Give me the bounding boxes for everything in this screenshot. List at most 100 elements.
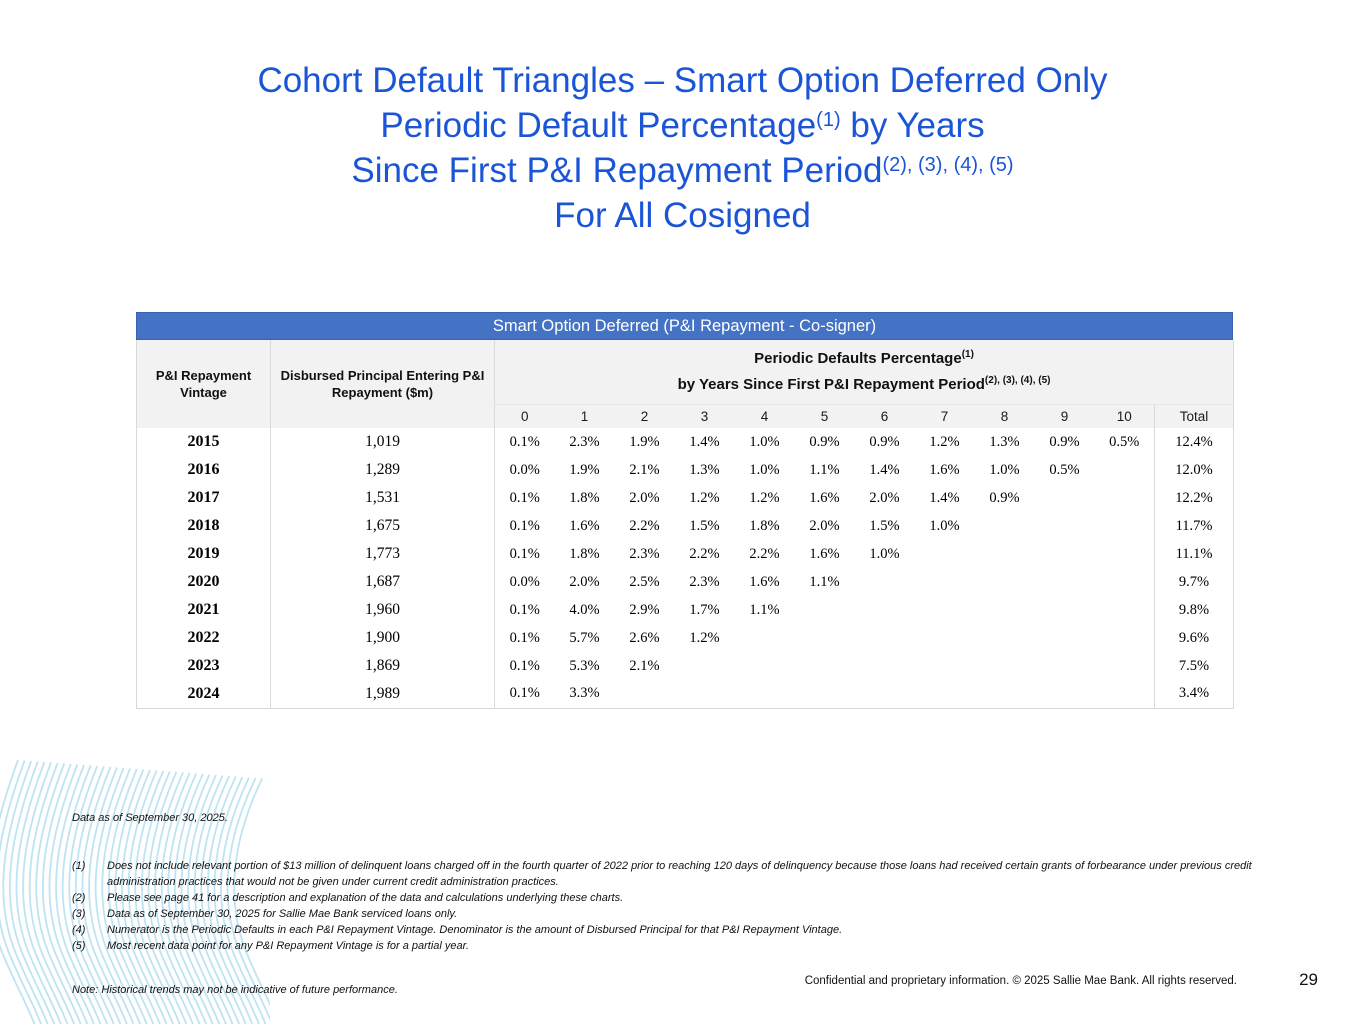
disbursed-cell: 1,773 [270,540,495,568]
table-row: 2023 1,869 0.1% 5.3% 2.1% 7.5% [136,652,1234,680]
default-pct-cell: 2.0% [554,568,615,596]
default-pct-cell: 1.2% [734,484,795,512]
default-pct-cell [1094,680,1155,708]
table-row: 2017 1,531 0.1% 1.8% 2.0% 1.2% 1.2% 1.6% 2.0% 1.4… [136,484,1234,512]
vintage-cell: 2019 [136,540,271,568]
footnote-text: Data as of September 30, 2025 for Sallie… [107,908,458,920]
default-pct-cell: 0.9% [974,484,1035,512]
year-column-header: 8 [974,403,1035,428]
confidentiality-statement: Confidential and proprietary information… [804,975,1237,987]
column-group-header: Periodic Defaults Percentage(1) by Years… [493,340,1234,404]
year-column-header: 6 [854,403,915,428]
default-pct-cell [854,596,915,624]
default-pct-cell: 2.3% [614,540,675,568]
default-pct-cell [1034,512,1095,540]
column-header-disbursed: Disbursed Principal Entering P&I Repayme… [270,340,495,428]
default-pct-cell: 0.9% [1034,428,1095,456]
default-pct-cell [974,596,1035,624]
default-pct-cell [674,652,735,680]
total-cell: 9.6% [1153,624,1234,652]
default-pct-cell: 0.5% [1094,428,1155,456]
footnote-text: Numerator is the Periodic Defaults in ea… [107,924,843,936]
footnote-text: Most recent data point for any P&I Repay… [107,940,469,952]
footnote-item: (4) Numerator is the Periodic Defaults in… [72,922,1304,938]
vintage-cell: 2023 [136,652,271,680]
default-pct-cell [1034,624,1095,652]
year-column-header: 2 [614,403,675,428]
default-pct-cell: 0.1% [494,512,555,540]
default-pct-cell [734,624,795,652]
default-pct-cell [974,540,1035,568]
total-cell: 11.7% [1153,512,1234,540]
default-pct-cell [1094,652,1155,680]
footnote-ref-superscript: (1) [961,349,974,361]
title-line-4: For All Cosigned [554,196,811,235]
default-pct-cell: 1.6% [794,540,855,568]
year-column-header: 9 [1034,403,1095,428]
default-pct-cell [1094,540,1155,568]
default-pct-cell: 1.4% [674,428,735,456]
default-pct-cell [1034,540,1095,568]
vintage-cell: 2017 [136,484,271,512]
total-cell: 12.0% [1153,456,1234,484]
default-pct-cell: 1.0% [854,540,915,568]
default-pct-cell [794,624,855,652]
default-pct-cell: 1.0% [734,428,795,456]
table-row: 2021 1,960 0.1% 4.0% 2.9% 1.7% 1.1% 9.8% [136,596,1234,624]
footnote-number: (1) [72,860,86,872]
footnote-ref-superscript: (2), (3), (4), (5) [882,154,1014,176]
default-pct-cell [914,624,975,652]
vintage-cell: 2018 [136,512,271,540]
default-pct-cell: 2.0% [794,512,855,540]
table-banner: Smart Option Deferred (P&I Repayment - C… [136,312,1233,340]
default-pct-cell: 2.6% [614,624,675,652]
vintage-table-body: 2015 1,019 0.1% 2.3% 1.9% 1.4% 1.0% 0.9% 0.9% 1.2… [136,428,1234,708]
default-pct-cell: 0.1% [494,680,555,708]
footnote-item: (5) Most recent data point for any P&I Re… [72,938,1304,954]
default-pct-cell: 3.3% [554,680,615,708]
default-pct-cell [974,512,1035,540]
default-pct-cell [1034,484,1095,512]
default-pct-cell: 1.2% [674,624,735,652]
footnote-number: (5) [72,940,86,952]
default-pct-cell [854,680,915,708]
default-pct-cell: 1.3% [674,456,735,484]
disbursed-cell: 1,687 [270,568,495,596]
disbursed-cell: 1,531 [270,484,495,512]
default-pct-cell: 1.5% [674,512,735,540]
footnote-item: (1) Does not include relevant portion of … [72,858,1304,890]
default-pct-cell: 1.4% [914,484,975,512]
footnote-item: (3) Data as of September 30, 2025 for Sal… [72,906,1304,922]
default-pct-cell [974,652,1035,680]
total-cell: 12.2% [1153,484,1234,512]
footnote-number: (3) [72,908,86,920]
default-pct-cell: 1.9% [614,428,675,456]
default-pct-cell: 1.7% [674,596,735,624]
vintage-cell: 2022 [136,624,271,652]
default-pct-cell: 2.3% [554,428,615,456]
default-pct-cell [974,680,1035,708]
default-pct-cell: 1.2% [674,484,735,512]
default-pct-cell [914,680,975,708]
title-line-3: Since First P&I Repayment Period(2), (3)… [351,151,1014,190]
default-pct-cell: 1.9% [554,456,615,484]
default-pct-cell [794,596,855,624]
vintage-table: P&I Repayment Vintage Disbursed Principa… [136,340,1235,709]
default-pct-cell: 0.5% [1034,456,1095,484]
default-pct-cell: 1.1% [794,568,855,596]
default-pct-cell [674,680,735,708]
default-pct-cell: 1.2% [914,428,975,456]
default-pct-cell: 1.4% [854,456,915,484]
default-pct-cell [914,568,975,596]
table-row: 2015 1,019 0.1% 2.3% 1.9% 1.4% 1.0% 0.9% 0.9% 1.2… [136,428,1234,456]
title-line-1: Cohort Default Triangles – Smart Option … [257,61,1108,100]
default-pct-cell: 0.1% [494,624,555,652]
default-pct-cell [794,680,855,708]
footnotes-section: Data as of September 30, 2025. (1) Does n… [72,810,1304,998]
disbursed-cell: 1,869 [270,652,495,680]
vintage-cell: 2016 [136,456,271,484]
default-pct-cell: 2.5% [614,568,675,596]
default-pct-cell [1034,680,1095,708]
slide-title: Cohort Default Triangles – Smart Option … [0,58,1365,238]
default-pct-cell [614,680,675,708]
